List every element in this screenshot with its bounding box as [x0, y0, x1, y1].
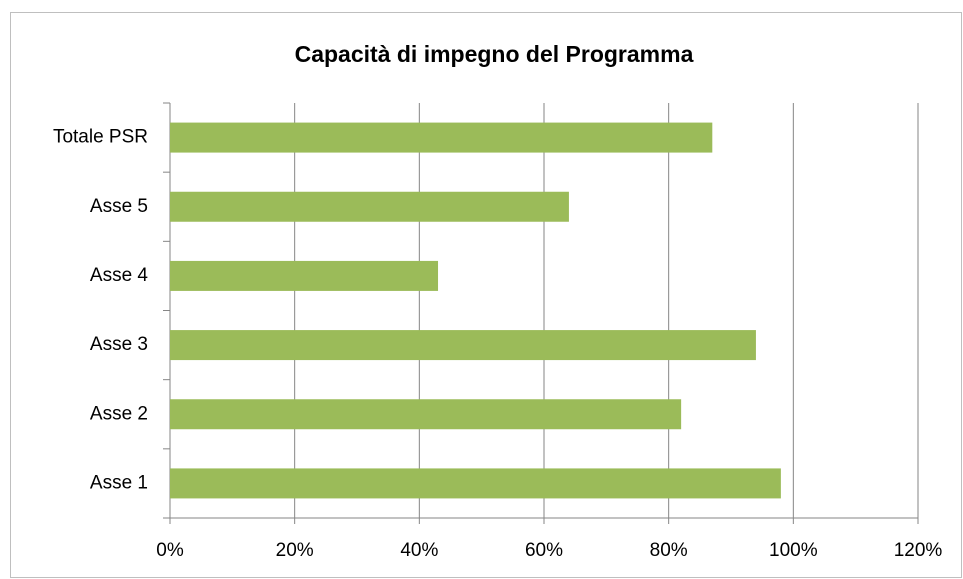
y-tick-label: Asse 1 [90, 472, 148, 493]
bar [170, 191, 569, 222]
x-tick-label: 80% [650, 540, 688, 561]
x-tick-label: 60% [525, 540, 563, 561]
x-tick-label: 100% [769, 540, 818, 561]
bar [170, 468, 781, 499]
x-tick-label: 0% [156, 540, 184, 561]
y-tick-label: Asse 3 [90, 334, 148, 355]
x-tick-label: 40% [400, 540, 438, 561]
y-tick-label: Totale PSR [53, 127, 148, 148]
chart-title: Capacità di impegno del Programma [295, 41, 694, 67]
x-tick-label: 120% [894, 540, 943, 561]
y-tick-label: Asse 5 [90, 196, 148, 217]
bar [170, 399, 682, 430]
bar [170, 122, 713, 153]
y-tick-label: Asse 4 [90, 265, 149, 286]
bar [170, 330, 756, 361]
bar [170, 260, 439, 291]
x-tick-label: 20% [276, 540, 314, 561]
y-tick-label: Asse 2 [90, 403, 148, 424]
